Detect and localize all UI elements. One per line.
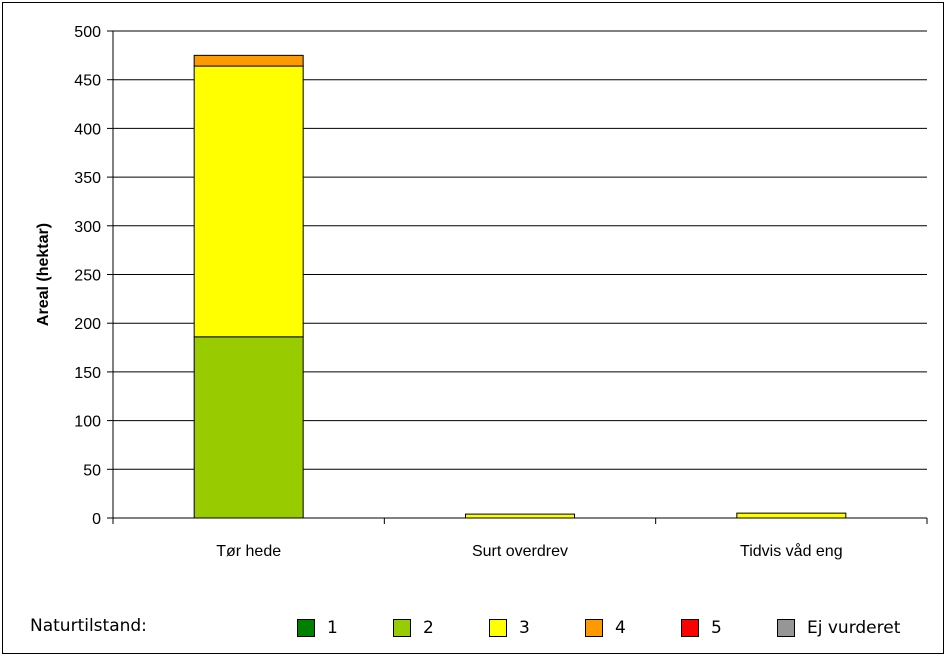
y-tick-label: 50 bbox=[83, 462, 101, 479]
stacked-bar-chart: 0 50 100 150 200 250 300 350 400 450 500 Areal (hek… bbox=[35, 24, 928, 560]
x-tick-label: Surt overdrev bbox=[472, 543, 568, 560]
y-tick-label: 450 bbox=[74, 73, 101, 90]
legend-label: 4 bbox=[615, 618, 626, 638]
legend-swatch bbox=[297, 619, 315, 637]
legend-item: 5 bbox=[681, 618, 722, 638]
y-tick-label: 300 bbox=[74, 219, 101, 236]
legend-label: 3 bbox=[519, 618, 530, 638]
legend: Naturtilstand: 1 2 3 4 5 Ej vurderet bbox=[0, 610, 946, 640]
y-tick-label: 400 bbox=[74, 121, 101, 138]
legend-title: Naturtilstand: bbox=[30, 616, 147, 636]
legend-swatch bbox=[681, 619, 699, 637]
legend-item: 2 bbox=[393, 618, 434, 638]
bar-segment bbox=[736, 512, 847, 519]
y-tick-label: 200 bbox=[74, 316, 101, 333]
legend-swatch bbox=[393, 619, 411, 637]
y-tick-label: 100 bbox=[74, 414, 101, 431]
legend-label: 1 bbox=[327, 618, 338, 638]
legend-item: 3 bbox=[489, 618, 530, 638]
legend-item: Ej vurderet bbox=[777, 618, 900, 638]
legend-item: 4 bbox=[585, 618, 626, 638]
bar-segment bbox=[193, 336, 304, 519]
y-tick-label: 250 bbox=[74, 268, 101, 285]
y-tick-label: 150 bbox=[74, 365, 101, 382]
bar-segment bbox=[193, 65, 304, 338]
legend-label: Ej vurderet bbox=[807, 618, 901, 638]
x-tick-label: Tør hede bbox=[216, 543, 281, 560]
bar-segment bbox=[465, 513, 575, 519]
legend-swatch bbox=[489, 619, 507, 637]
y-tick-label: 350 bbox=[74, 170, 101, 187]
y-tick-label: 500 bbox=[74, 24, 101, 41]
x-tick-label: Tidvis våd eng bbox=[740, 542, 843, 560]
legend-swatch bbox=[585, 619, 603, 637]
legend-swatch bbox=[777, 619, 795, 637]
bar-segment bbox=[193, 54, 304, 67]
legend-label: 2 bbox=[423, 618, 434, 638]
legend-item: 1 bbox=[297, 618, 338, 638]
y-tick-label: 0 bbox=[92, 511, 101, 528]
y-axis-label: Areal (hektar) bbox=[35, 223, 52, 326]
legend-label: 5 bbox=[711, 618, 722, 638]
